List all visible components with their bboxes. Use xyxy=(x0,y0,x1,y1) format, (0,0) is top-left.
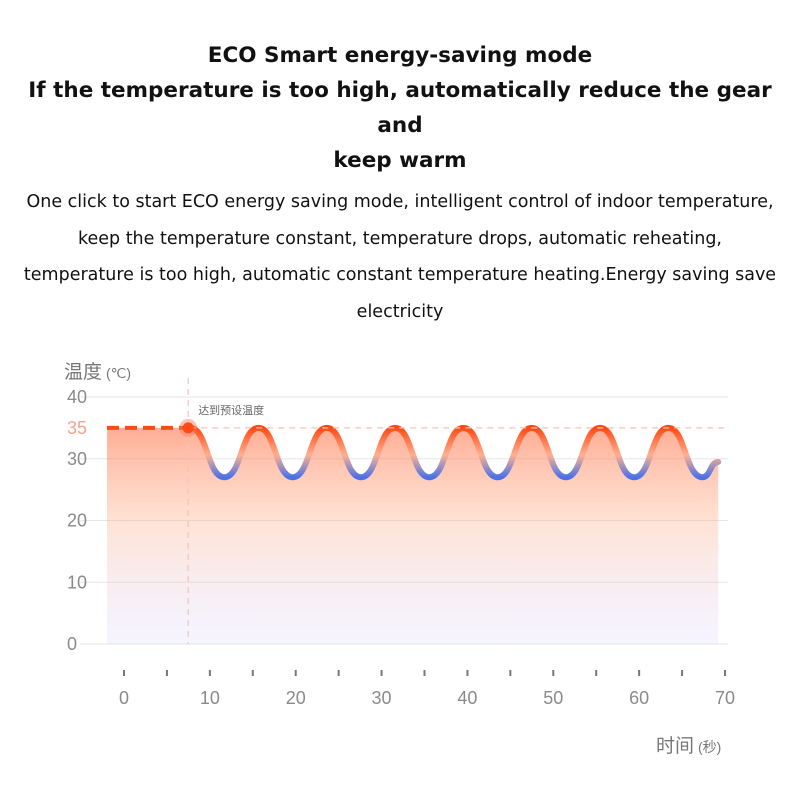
annotation-label: 达到预设温度 xyxy=(198,403,264,417)
description-line: temperature is too high, automatic const… xyxy=(23,265,777,285)
temperature-chart: 0 10 20 30 40 35 达到预设温度 温度 (℃) 0 10 20 30 40 50 60 70 时间(… xyxy=(64,361,735,757)
y-tick-label: 10 xyxy=(67,572,87,592)
description: One click to start ECO energy saving mod… xyxy=(10,184,790,330)
x-tick-label: 20 xyxy=(286,688,306,708)
x-tick-label: 30 xyxy=(372,688,392,708)
x-tick-label: 60 xyxy=(629,688,649,708)
y-axis-title: 温度 xyxy=(64,361,102,383)
y-tick-label: 20 xyxy=(67,511,87,531)
y-tick-label: 40 xyxy=(67,387,87,407)
headline-line: keep warm xyxy=(333,148,467,173)
y-axis-unit: (℃) xyxy=(106,365,131,381)
headline-line: ECO Smart energy-saving mode xyxy=(207,43,593,68)
x-axis-title: 时间 xyxy=(656,735,694,757)
headline: ECO Smart energy-saving mode If the temp… xyxy=(20,38,780,178)
description-line: keep the temperature constant, temperatu… xyxy=(77,228,722,249)
y-tick-label: 30 xyxy=(67,449,87,469)
temperature-line xyxy=(187,424,722,481)
x-tick-label: 50 xyxy=(543,688,563,708)
x-axis-unit: (秒) xyxy=(698,739,721,755)
x-tick-label: 0 xyxy=(119,688,129,708)
description-line: electricity xyxy=(356,301,444,322)
x-tick-label: 40 xyxy=(457,688,477,708)
x-tick-label: 70 xyxy=(715,688,735,708)
x-tick-label: 10 xyxy=(200,688,220,708)
headline-line: If the temperature is too high, automati… xyxy=(28,78,772,138)
y-tick-label: 0 xyxy=(67,634,77,654)
reached-point xyxy=(182,422,194,434)
description-line: One click to start ECO energy saving mod… xyxy=(26,192,774,212)
setpoint-label: 35 xyxy=(67,418,87,438)
area-fill xyxy=(107,427,719,644)
